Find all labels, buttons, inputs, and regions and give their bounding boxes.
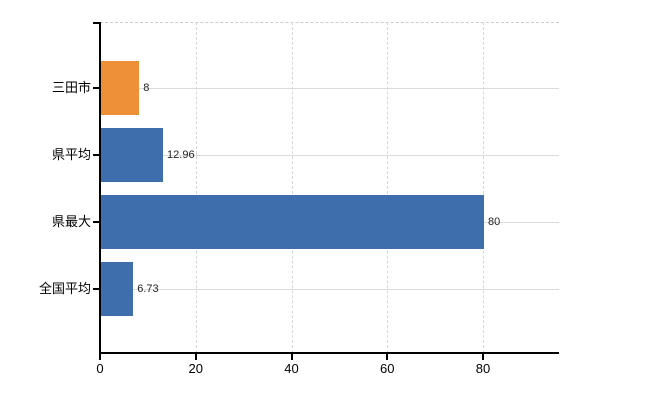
value-label: 80	[488, 216, 501, 228]
y-tick	[93, 288, 100, 290]
value-label: 6.73	[137, 283, 159, 295]
h-gridline	[100, 289, 559, 290]
x-tick-label: 20	[188, 361, 203, 376]
category-label: 全国平均	[38, 281, 91, 296]
y-tick	[93, 87, 100, 89]
y-axis-line	[99, 22, 101, 354]
y-tick	[93, 154, 100, 156]
v-gridline	[195, 22, 197, 353]
value-label: 8	[143, 82, 150, 94]
bar	[101, 61, 139, 115]
x-tick	[482, 354, 484, 360]
x-tick	[99, 354, 101, 360]
bar	[101, 262, 133, 316]
x-tick-label: 40	[284, 361, 299, 376]
v-gridline	[483, 22, 484, 353]
value-label: 12.96	[167, 149, 195, 161]
h-gridline	[100, 88, 559, 89]
x-tick	[194, 354, 197, 360]
y-tick	[93, 221, 100, 223]
bar	[101, 128, 163, 182]
x-tick	[290, 354, 293, 360]
h-gridline	[100, 155, 559, 156]
x-tick	[386, 354, 389, 360]
y-tick	[93, 22, 100, 24]
category-label: 県平均	[51, 147, 91, 162]
x-tick-label: 80	[475, 361, 491, 376]
v-gridline	[387, 22, 389, 353]
x-axis-line	[99, 352, 559, 354]
bar	[101, 195, 484, 249]
x-tick-label: 0	[96, 361, 104, 376]
category-label: 三田市	[51, 80, 91, 95]
x-tick-label: 60	[380, 361, 395, 376]
v-gridline	[291, 22, 293, 353]
plot-top-border	[100, 22, 559, 23]
category-label: 県最大	[51, 214, 91, 229]
